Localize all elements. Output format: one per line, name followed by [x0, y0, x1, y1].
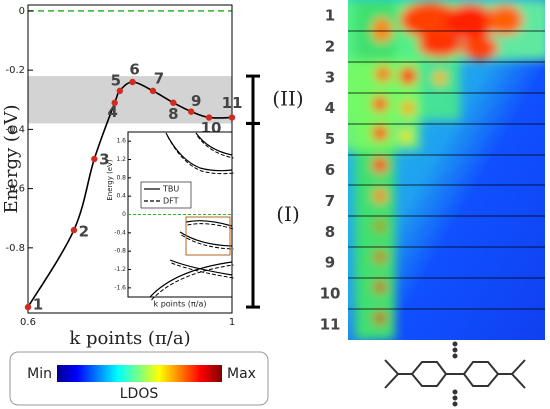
colorbar-max: Max [227, 366, 256, 382]
row-label: 11 [320, 316, 341, 334]
point-label: 3 [99, 151, 109, 169]
x-axis-label: k points (π/a) [69, 328, 190, 349]
point [188, 108, 195, 115]
point [228, 114, 236, 121]
y-tick-label: -0.6 [5, 184, 25, 195]
inset-x-label: k points (π/a) [154, 300, 207, 309]
legend-label: DFT [163, 197, 179, 206]
inset-y-tick-label: 0.8 [116, 174, 126, 181]
row-label: 3 [325, 68, 335, 86]
inset-curve [179, 231, 233, 247]
point [170, 99, 177, 106]
row-label: 10 [320, 285, 341, 303]
inset-curve [185, 220, 233, 227]
inset-curve [171, 262, 234, 279]
point-label: 1 [33, 296, 43, 314]
inset-curve [167, 135, 234, 175]
point [91, 155, 98, 163]
point [116, 87, 124, 95]
inset-legend [140, 181, 192, 209]
inset-curve [151, 264, 234, 301]
legend-label: TBU [162, 185, 179, 194]
inset-y-tick-label: -1.6 [114, 284, 126, 291]
inset-curve [149, 261, 233, 298]
molecule [384, 341, 526, 407]
inset-y-tick-label: 0 [122, 211, 126, 218]
colorbar [57, 365, 222, 382]
inset-curve [197, 135, 234, 159]
inset-y-tick-label: 1.6 [116, 138, 126, 145]
point [149, 87, 157, 95]
point-label: 4 [107, 103, 117, 121]
row-label: 1 [325, 7, 335, 25]
row-label: 8 [325, 223, 335, 241]
y-axis-label: Energy (eV) [1, 104, 22, 213]
point [205, 114, 213, 121]
point-label: 6 [129, 61, 139, 79]
point-label: 9 [191, 92, 201, 110]
point [111, 99, 118, 106]
point [129, 78, 136, 86]
inset-y-tick-label: -0.4 [114, 229, 126, 236]
colorbar-title: LDOS [120, 386, 159, 402]
y-tick-label: -0.8 [5, 243, 25, 254]
point [24, 303, 32, 311]
x-tick-label: 0.6 [20, 317, 36, 328]
ldos-map [348, 0, 545, 340]
row-label: 7 [325, 192, 335, 210]
row-label: 5 [325, 130, 335, 148]
region-label: (II) [272, 86, 303, 110]
y-tick-label: 0 [19, 6, 25, 17]
row-label: 9 [325, 254, 335, 272]
inset-y-tick-label: -0.8 [114, 248, 126, 255]
row-label: 2 [325, 37, 335, 55]
inset-curve [169, 259, 233, 276]
inset-curve [165, 132, 233, 172]
inset-y-tick-label: -1.2 [114, 266, 126, 273]
y-tick-label: -0.4 [5, 124, 25, 135]
inset-y-tick-label: 1.2 [116, 156, 126, 163]
point [70, 226, 78, 234]
shaded-band [28, 76, 232, 124]
point-label: 8 [168, 105, 178, 123]
inset-y-tick-label: 0.4 [116, 193, 126, 200]
zoom-box [185, 216, 231, 256]
colorbar-min: Min [27, 366, 52, 382]
point-label: 11 [222, 94, 243, 112]
inset-y-label: Energy (eV) [106, 159, 114, 201]
point-label: 7 [154, 69, 164, 87]
inset-curve [187, 223, 234, 230]
region-label: (I) [276, 202, 300, 226]
y-tick-label: -0.2 [5, 65, 25, 76]
x-tick-label: 1 [229, 317, 235, 328]
row-label: 6 [325, 161, 335, 179]
point-label: 2 [79, 223, 89, 241]
inset-curve [181, 234, 234, 250]
inset-curve [195, 132, 233, 156]
row-label: 4 [325, 99, 335, 117]
point-label: 5 [111, 71, 121, 89]
